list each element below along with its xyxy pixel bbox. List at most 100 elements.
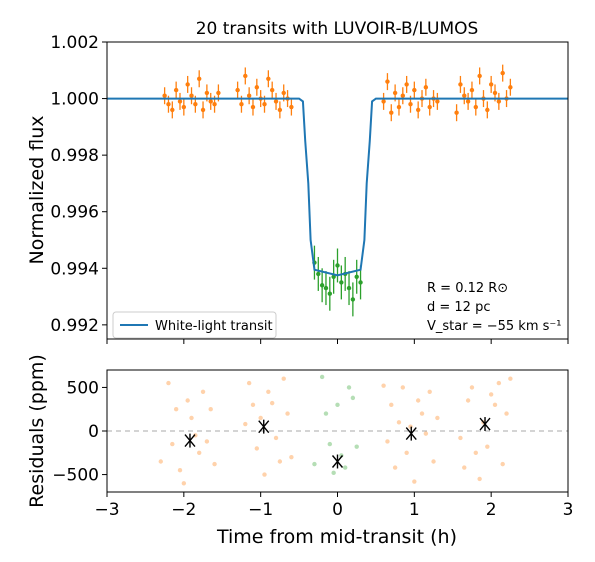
out-of-transit-point (408, 102, 413, 107)
out-of-transit-point (243, 73, 248, 79)
out-of-transit-point (385, 79, 390, 84)
out-of-transit-point (216, 90, 221, 96)
residuals-y-tick-label: −500 (52, 466, 99, 486)
annotation-distance: d = 12 pc (427, 300, 490, 315)
residual-point-out-of-transit (185, 398, 190, 403)
residual-point-out-of-transit (389, 402, 394, 408)
out-of-transit-point (508, 85, 513, 90)
in-transit-point (358, 280, 363, 285)
residual-point-out-of-transit (170, 441, 175, 447)
residual-point-in-transit (346, 385, 352, 390)
residual-point-out-of-transit (181, 481, 187, 486)
residual-point-out-of-transit (381, 383, 386, 388)
out-of-transit-point (423, 85, 429, 90)
residual-point-in-transit (354, 444, 359, 449)
out-of-transit-point (239, 102, 244, 107)
out-of-transit-point (246, 93, 252, 98)
flux-y-tick-label: 0.994 (50, 259, 99, 279)
residual-point-out-of-transit (204, 439, 210, 444)
out-of-transit-point (197, 76, 202, 81)
legend-label-model: White-light transit (155, 319, 273, 334)
residual-point-out-of-transit (254, 446, 260, 451)
residual-point-out-of-transit (262, 472, 267, 477)
out-of-transit-point (185, 82, 190, 87)
residual-point-out-of-transit (250, 402, 256, 408)
residual-point-out-of-transit (427, 389, 432, 394)
annotation-radius: R = 0.12 R⊙ (427, 281, 508, 296)
residual-point-out-of-transit (508, 376, 513, 381)
out-of-transit-point (477, 73, 482, 79)
residuals-y-axis-label: Residuals (ppm) (26, 354, 48, 508)
out-of-transit-point (496, 99, 502, 104)
out-of-transit-point (492, 90, 498, 96)
residual-point-out-of-transit (258, 415, 263, 421)
residual-point-out-of-transit (208, 407, 213, 412)
out-of-transit-point (412, 87, 417, 93)
residual-point-out-of-transit (431, 459, 436, 464)
residual-point-out-of-transit (504, 411, 509, 416)
out-of-transit-point (281, 90, 286, 96)
residual-point-out-of-transit (458, 435, 463, 441)
out-of-transit-point (500, 70, 505, 76)
binned-residual-marker (258, 420, 270, 434)
out-of-transit-point (462, 93, 467, 98)
out-of-transit-point (254, 85, 260, 90)
residual-point-out-of-transit (500, 461, 505, 467)
out-of-transit-point (177, 99, 183, 104)
residual-point-out-of-transit (173, 407, 179, 412)
chart-title: 20 transits with LUVOIR-B/LUMOS (196, 19, 479, 39)
residual-point-out-of-transit (158, 459, 163, 464)
x-axis: −3 −2 −1 0 1 2 3 (94, 339, 573, 520)
out-of-transit-point (396, 104, 402, 110)
residual-point-out-of-transit (462, 465, 467, 470)
in-transit-point (323, 285, 329, 291)
out-of-transit-point (392, 90, 398, 96)
residual-point-out-of-transit (465, 398, 471, 403)
out-of-transit-point (404, 82, 409, 87)
out-of-transit-point (266, 76, 271, 81)
out-of-transit-point (262, 102, 267, 107)
residual-point-in-transit (331, 470, 336, 476)
residual-point-out-of-transit (469, 385, 475, 390)
out-of-transit-point (488, 82, 494, 87)
residual-point-in-transit (335, 402, 340, 408)
residual-point-out-of-transit (243, 421, 248, 427)
in-transit-point (339, 280, 344, 285)
residual-point-out-of-transit (404, 450, 409, 455)
out-of-transit-point (415, 107, 421, 113)
in-transit-point (346, 285, 352, 291)
residual-point-out-of-transit (246, 380, 252, 386)
residual-point-out-of-transit (477, 476, 482, 482)
residual-point-out-of-transit (385, 439, 390, 444)
residual-point-in-transit (323, 411, 329, 416)
legend: White-light transit (112, 311, 277, 339)
residual-point-out-of-transit (392, 465, 398, 470)
out-of-transit-point (193, 102, 198, 107)
residual-point-out-of-transit (197, 450, 202, 455)
residual-point-out-of-transit (281, 376, 286, 381)
in-transit-point (350, 297, 356, 302)
residual-point-out-of-transit (435, 415, 440, 421)
flux-y-axis-label: Normalized flux (26, 115, 48, 264)
out-of-transit-point (269, 87, 275, 93)
residual-point-out-of-transit (485, 444, 490, 449)
residual-point-out-of-transit (189, 415, 194, 421)
out-of-transit-point (381, 99, 386, 104)
residual-point-in-transit (350, 395, 356, 401)
in-transit-point (319, 283, 325, 288)
out-of-transit-point (485, 107, 490, 113)
in-transit-point (327, 291, 333, 296)
out-of-transit-point (473, 104, 478, 110)
residual-point-out-of-transit (166, 380, 171, 386)
flux-y-tick-label: 1.002 (50, 33, 99, 53)
out-of-transit-point (181, 104, 187, 110)
out-of-transit-point (162, 93, 167, 98)
residual-point-out-of-transit (400, 385, 406, 390)
flux-y-tick-label: 0.996 (50, 203, 99, 223)
residual-point-out-of-transit (266, 389, 271, 394)
residuals-panel: −500 0 500 −3 −2 −1 0 1 2 3 Residuals (ppm) Time… (26, 339, 573, 548)
flux-panel: 0.992 0.994 0.996 0.998 1.000 1.002 Normalize… (26, 33, 569, 340)
residual-point-out-of-transit (212, 461, 217, 467)
binned-residual-marker (405, 427, 417, 441)
